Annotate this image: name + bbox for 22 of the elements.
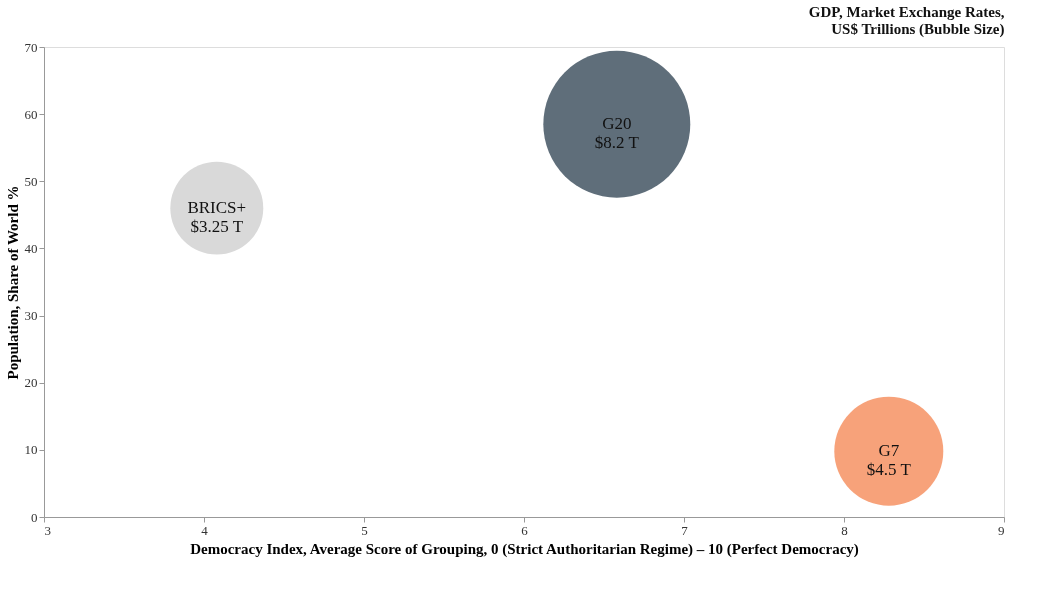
y-tick-label: 10	[24, 442, 38, 458]
y-tick-label: 20	[24, 375, 38, 391]
x-tick-label: 9	[998, 522, 1005, 538]
x-tick-label: 4	[201, 522, 209, 538]
annotation: BRICS+ $3.25 T	[187, 198, 247, 237]
x-tick-label: 3	[44, 522, 51, 538]
text: GDP, Market Exchange Rates,	[808, 4, 1005, 20]
y-tick-label: 40	[24, 240, 38, 256]
x-tick-label: 8	[841, 522, 848, 538]
x-tick-label: 6	[521, 522, 529, 538]
y-tick-label: 30	[24, 308, 38, 324]
text: US$ Trillions (Bubble Size)	[831, 21, 1005, 37]
x-tick-label: 5	[361, 522, 368, 538]
y-tick-label: 60	[24, 106, 38, 122]
annotation: G20 $8.2 T	[594, 114, 640, 153]
annotation: G7 $4.5 T	[866, 441, 912, 480]
y-tick-label: 70	[24, 39, 38, 55]
x-axis-title: Democracy Index, Average Score of Grouping, 0 (Strict Authoritarian Regime) – 10 (Perfect Democracy)	[190, 540, 859, 558]
y-tick-label: 50	[24, 173, 38, 189]
x-tick-label: 7	[681, 522, 689, 538]
y-axis-title: Population, Share of World %	[4, 185, 21, 380]
y-tick-label: 0	[31, 509, 38, 525]
